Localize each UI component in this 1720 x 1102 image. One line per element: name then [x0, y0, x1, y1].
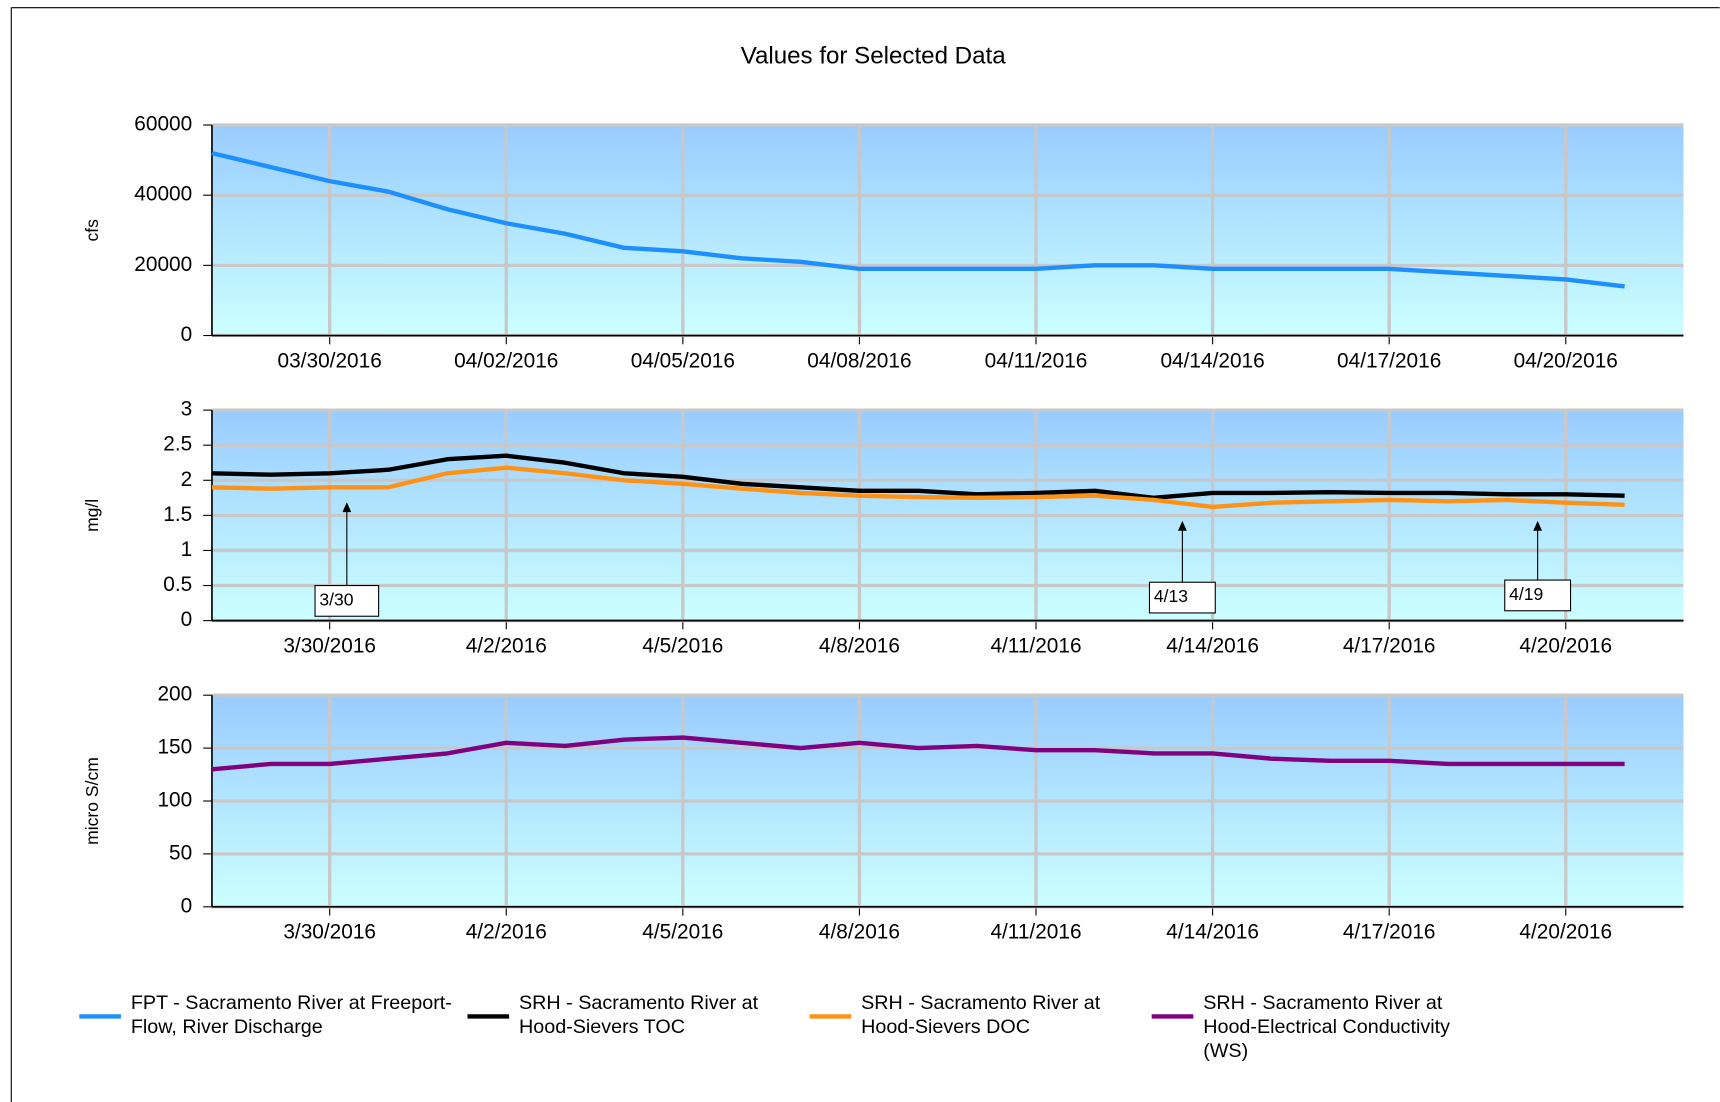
- y-tick-label: 0.5: [163, 573, 192, 596]
- x-tick-label: 04/17/2016: [1337, 349, 1441, 372]
- annotation-box: [1148, 581, 1216, 614]
- x-tick-label: 3/30/2016: [283, 634, 376, 657]
- y-tick-label: 0: [181, 894, 193, 917]
- y-tick-label: 20000: [134, 253, 192, 276]
- x-tick-label: 04/20/2016: [1514, 349, 1618, 372]
- x-tick-label: 4/17/2016: [1343, 634, 1436, 657]
- annotation-arrowhead: [1533, 520, 1543, 531]
- x-tick-label: 4/14/2016: [1166, 921, 1259, 944]
- y-tick-label: 1.5: [163, 503, 192, 526]
- x-tick-label: 4/2/2016: [466, 634, 547, 657]
- chart-title: Values for Selected Data: [741, 42, 1006, 69]
- series-line: [211, 453, 1625, 501]
- series-line: [211, 150, 1625, 289]
- x-tick-label: 4/8/2016: [819, 921, 900, 944]
- y-tick-label: 200: [157, 683, 192, 706]
- annotation-box: [314, 584, 380, 617]
- legend-label: SRH - Sacramento River at Hood-Sievers T…: [518, 991, 759, 1038]
- x-tick-label: 3/30/2016: [283, 921, 376, 944]
- series-line: [211, 735, 1625, 772]
- x-tick-label: 4/5/2016: [642, 634, 723, 657]
- x-tick-label: 03/30/2016: [278, 349, 382, 372]
- x-tick-label: 4/14/2016: [1166, 634, 1259, 657]
- x-tick-label: 04/14/2016: [1160, 349, 1264, 372]
- x-tick-label: 4/17/2016: [1343, 921, 1436, 944]
- x-tick-label: 4/11/2016: [990, 921, 1081, 944]
- legend-label: FPT - Sacramento River at Freeport-Flow,…: [130, 991, 452, 1038]
- legend-item: SRH - Sacramento River at Hood-Sievers D…: [861, 991, 1101, 1038]
- y-tick-label: 0: [181, 608, 193, 631]
- x-tick-label: 4/11/2016: [990, 634, 1081, 657]
- legend-label: SRH - Sacramento River at Hood-Electrica…: [1203, 991, 1451, 1062]
- annotation: 4/19: [1509, 584, 1543, 604]
- y-axis-label: micro S/cm: [82, 757, 102, 845]
- x-tick-label: 4/8/2016: [819, 634, 900, 657]
- legend-item: FPT - Sacramento River at Freeport-Flow,…: [130, 991, 452, 1038]
- annotation-arrowhead: [1177, 520, 1187, 531]
- plot-area: [211, 125, 1684, 336]
- x-tick-label: 04/05/2016: [631, 349, 735, 372]
- x-tick-label: 4/20/2016: [1519, 634, 1612, 657]
- y-tick-label: 2.5: [163, 433, 192, 456]
- legend-item: SRH - Sacramento River at Hood-Sievers T…: [518, 991, 759, 1038]
- y-tick-label: 150: [157, 736, 192, 759]
- y-tick-label: 40000: [134, 183, 192, 206]
- x-tick-label: 4/5/2016: [642, 921, 723, 944]
- y-tick-label: 100: [157, 789, 192, 812]
- legend-item: SRH - Sacramento River at Hood-Electrica…: [1203, 991, 1451, 1062]
- x-tick-label: 4/20/2016: [1519, 921, 1612, 944]
- annotation-box: [1504, 579, 1572, 612]
- x-tick-label: 04/11/2016: [985, 349, 1088, 372]
- y-tick-label: 50: [169, 841, 192, 864]
- annotation-arrowhead: [342, 502, 352, 513]
- y-tick-label: 1: [181, 538, 193, 561]
- x-tick-label: 4/2/2016: [466, 921, 547, 944]
- annotation: 3/30: [319, 590, 353, 610]
- y-tick-label: 3: [181, 398, 193, 421]
- annotation: 4/13: [1154, 586, 1188, 606]
- y-tick-label: 0: [181, 323, 193, 346]
- legend-label: SRH - Sacramento River at Hood-Sievers D…: [861, 991, 1101, 1038]
- y-axis-label: mg/l: [82, 499, 102, 532]
- y-tick-label: 2: [181, 468, 193, 491]
- x-tick-label: 04/02/2016: [454, 349, 558, 372]
- x-tick-label: 04/08/2016: [807, 349, 911, 372]
- y-axis-label: cfs: [82, 219, 102, 242]
- y-tick-label: 60000: [134, 113, 192, 136]
- series-line: [211, 465, 1625, 510]
